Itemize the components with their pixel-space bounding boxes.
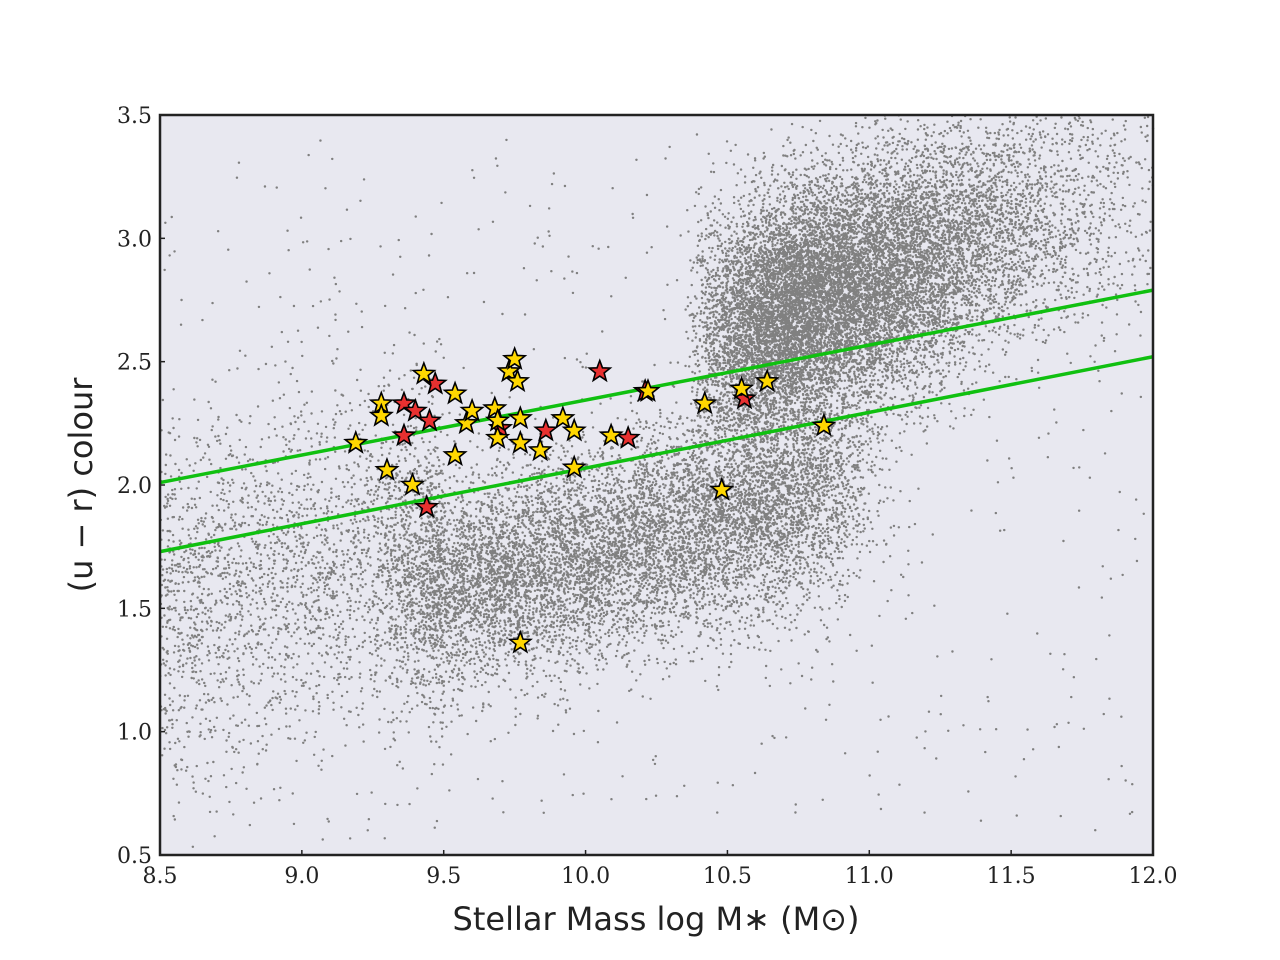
- red-star-2: [391, 422, 417, 447]
- x-tick-label: 9.5: [426, 864, 461, 889]
- yellow-star-11: [482, 395, 508, 420]
- red-star-10: [615, 424, 641, 449]
- yellow-star-26: [709, 476, 735, 501]
- yellow-star-28: [754, 368, 780, 393]
- yellow-star-27: [728, 375, 755, 400]
- yellow-star-20: [550, 405, 576, 430]
- red-star-6: [414, 493, 440, 518]
- yellow-star-8: [442, 442, 468, 467]
- yellow-star-25: [692, 390, 718, 415]
- galaxy-points: [159, 114, 1155, 848]
- x-tick-label: 8.5: [143, 864, 178, 889]
- yellow-star-10: [459, 397, 485, 422]
- x-axis-ticks: 8.5 9.0 9.5 10.0 10.5 11.0 11.5 12.0: [143, 850, 1178, 889]
- y-tick-label: 2.5: [117, 351, 152, 376]
- yellow-star-9: [453, 410, 480, 435]
- yellow-star-29: [811, 412, 837, 437]
- y-axis-label: (u − r) colour: [62, 377, 100, 593]
- fit-line-2: [159, 355, 1154, 554]
- yellow-star-1: [343, 429, 369, 454]
- yellow-star-14: [496, 358, 522, 383]
- y-tick-label: 1.0: [117, 721, 152, 746]
- y-tick-label: 0.5: [117, 844, 152, 869]
- yellow-star-3: [368, 402, 394, 427]
- y-tick-label: 2.0: [117, 474, 152, 499]
- y-axis-ticks: 0.5 1.0 1.5 2.0 2.5 3.0 3.5: [117, 104, 165, 869]
- yellow-star-17: [507, 405, 533, 430]
- yellow-star-5: [399, 471, 426, 496]
- yellow-star-22: [561, 454, 587, 479]
- yellow-star-19: [527, 437, 553, 462]
- yellow-star-15: [501, 345, 528, 370]
- fit-line-1: [159, 288, 1154, 485]
- red-star-9: [587, 358, 613, 383]
- red-star-1: [391, 390, 417, 415]
- yellow-star-13: [484, 424, 511, 449]
- yellow-star-23: [598, 422, 624, 447]
- x-tick-label: 9.0: [284, 864, 319, 889]
- yellow-star-16: [504, 368, 531, 393]
- red-star-3: [402, 397, 428, 422]
- y-tick-label: 3.0: [117, 227, 152, 252]
- x-tick-label: 10.5: [703, 864, 752, 889]
- yellow-star-21: [561, 417, 587, 442]
- yellow-star-6: [411, 360, 437, 385]
- x-tick-label: 10.0: [561, 864, 610, 889]
- yellow-star-7: [442, 380, 468, 405]
- yellow-star-30: [507, 629, 533, 654]
- x-tick-label: 11.0: [845, 864, 894, 889]
- fit-lines: [159, 288, 1154, 554]
- red-star-8: [533, 417, 559, 442]
- x-tick-label: 12.0: [1129, 864, 1178, 889]
- yellow-star-4: [374, 456, 400, 481]
- y-tick-label: 1.5: [117, 597, 152, 622]
- yellow-star-24: [635, 377, 661, 403]
- y-tick-label: 3.5: [117, 104, 152, 129]
- yellow-star-18: [507, 429, 533, 454]
- x-tick-label: 11.5: [987, 864, 1036, 889]
- x-axis-label: Stellar Mass log M∗ (M⊙): [453, 900, 860, 938]
- red-star-4: [416, 407, 443, 432]
- background-points: [159, 114, 1155, 848]
- star-markers: [343, 345, 837, 654]
